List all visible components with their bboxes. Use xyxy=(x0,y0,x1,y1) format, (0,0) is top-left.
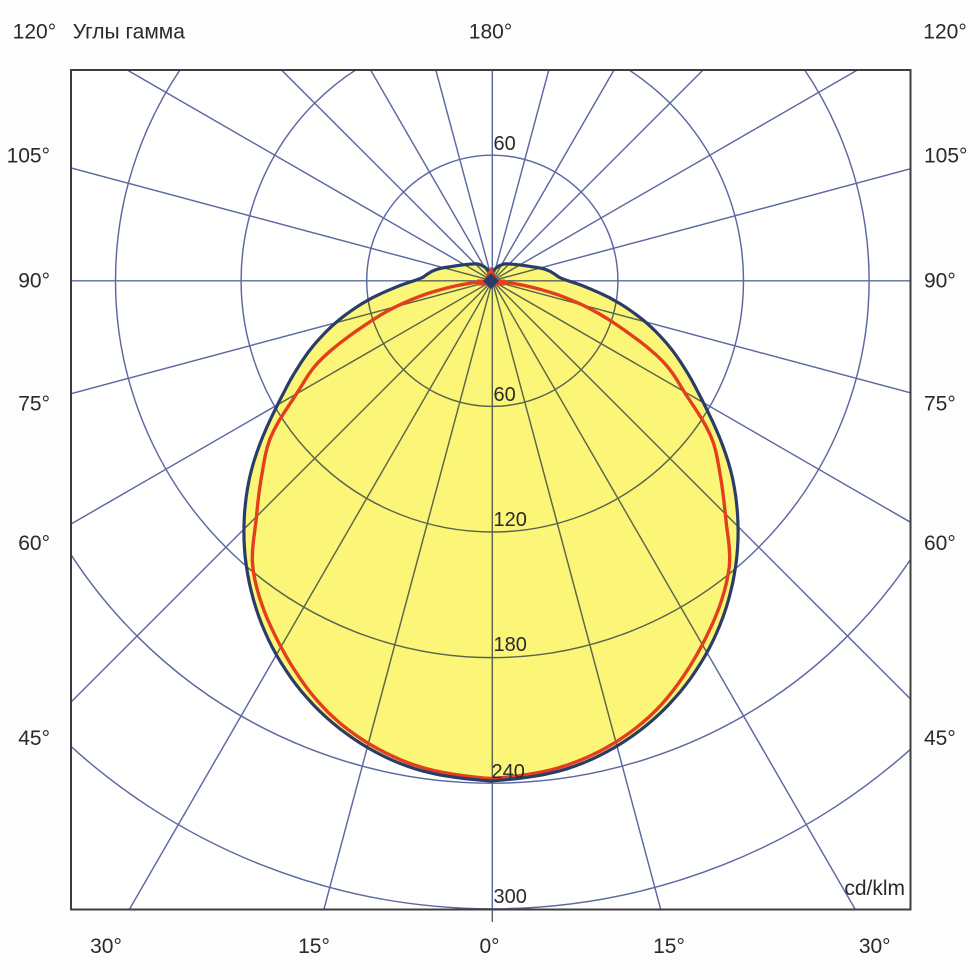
svg-text:180°: 180° xyxy=(469,21,512,44)
svg-text:45°: 45° xyxy=(924,727,956,750)
svg-text:75°: 75° xyxy=(924,393,956,416)
svg-text:120°: 120° xyxy=(923,21,966,44)
svg-text:75°: 75° xyxy=(18,393,50,416)
svg-text:120°: 120° xyxy=(13,21,56,44)
svg-text:240: 240 xyxy=(492,761,525,783)
svg-text:30°: 30° xyxy=(90,935,122,958)
svg-text:0°: 0° xyxy=(479,935,499,958)
svg-text:90°: 90° xyxy=(18,269,50,292)
svg-text:300: 300 xyxy=(494,886,527,908)
svg-text:60: 60 xyxy=(494,384,516,406)
svg-text:60°: 60° xyxy=(924,532,956,555)
svg-text:105°: 105° xyxy=(7,145,50,168)
svg-text:30°: 30° xyxy=(859,935,891,958)
svg-text:15°: 15° xyxy=(298,935,330,958)
svg-text:45°: 45° xyxy=(18,727,50,750)
svg-text:60°: 60° xyxy=(18,532,50,555)
svg-text:cd/klm: cd/klm xyxy=(844,877,905,900)
svg-text:90°: 90° xyxy=(924,269,956,292)
svg-text:15°: 15° xyxy=(653,935,685,958)
svg-text:60: 60 xyxy=(494,133,516,155)
svg-text:180: 180 xyxy=(494,634,527,656)
svg-text:Углы гамма: Углы гамма xyxy=(73,21,186,44)
svg-text:105°: 105° xyxy=(924,145,967,168)
svg-text:120: 120 xyxy=(494,509,527,531)
